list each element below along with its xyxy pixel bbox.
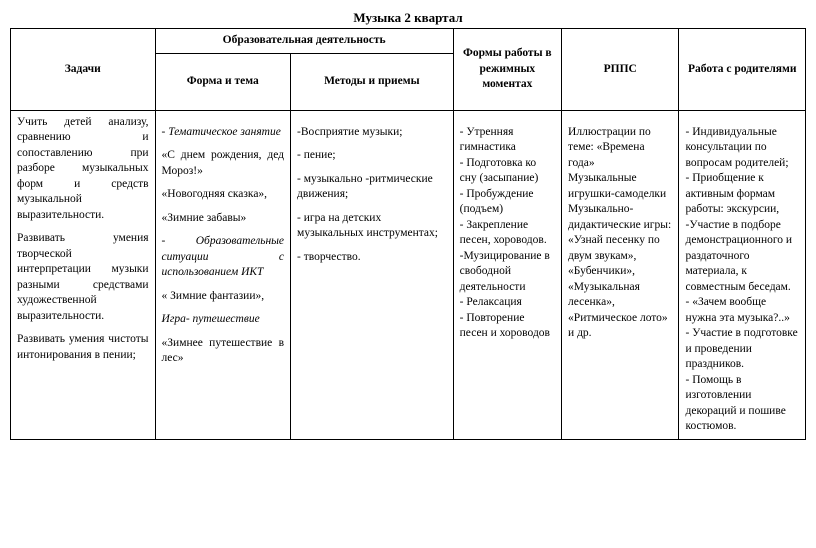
form-text-3: «Зимние забавы»	[162, 211, 285, 227]
header-parents: Работа с родителями	[679, 29, 806, 111]
tasks-p3: Развивать умения чистоты интонирования в…	[17, 332, 149, 363]
form-text-2: «Новогодняя сказка»,	[162, 187, 285, 203]
parents-text: - Индивидуальные консультации по вопроса…	[685, 125, 799, 435]
form-text-4: « Зимние фантазии»,	[162, 289, 285, 305]
regime-text: - Утренняя гимнастика - Подготовка ко сн…	[460, 125, 555, 342]
header-tasks: Задачи	[11, 29, 156, 111]
methods-l1: -Восприятие музыки;	[297, 125, 447, 141]
methods-l4: - игра на детских музыкальных инструмент…	[297, 211, 447, 242]
methods-l3: - музыкально -ритмические движения;	[297, 172, 447, 203]
tasks-p1: Учить детей анализу, сравнению и сопоста…	[17, 115, 149, 224]
header-regime: Формы работы в режимных моментах	[453, 29, 561, 111]
form-italic-3: Игра- путешествие	[162, 312, 285, 328]
curriculum-table: Задачи Образовательная деятельность Форм…	[10, 28, 806, 440]
content-row: Учить детей анализу, сравнению и сопоста…	[11, 110, 806, 439]
header-methods: Методы и приемы	[291, 53, 454, 110]
tasks-p2: Развивать умения творческой интерпретаци…	[17, 231, 149, 324]
page-title: Музыка 2 квартал	[10, 10, 806, 26]
cell-form-theme: - Тематическое занятие «С днем рождения,…	[155, 110, 291, 439]
form-italic-1: - Тематическое занятие	[162, 125, 285, 141]
cell-tasks: Учить детей анализу, сравнению и сопоста…	[11, 110, 156, 439]
cell-regime: - Утренняя гимнастика - Подготовка ко сн…	[453, 110, 561, 439]
form-italic-2: - Образовательные ситуации с использован…	[162, 234, 285, 281]
header-form-theme: Форма и тема	[155, 53, 291, 110]
rpps-text: Иллюстрации по теме: «Времена года» Музы…	[568, 125, 672, 342]
methods-l5: - творчество.	[297, 250, 447, 266]
cell-methods: -Восприятие музыки; - пение; - музыкальн…	[291, 110, 454, 439]
form-text-5: «Зимнее путешествие в лес»	[162, 336, 285, 367]
header-row-1: Задачи Образовательная деятельность Форм…	[11, 29, 806, 54]
cell-rpps: Иллюстрации по теме: «Времена года» Музы…	[562, 110, 679, 439]
header-rpps: РППС	[562, 29, 679, 111]
methods-l2: - пение;	[297, 148, 447, 164]
header-edu-activity: Образовательная деятельность	[155, 29, 453, 54]
cell-parents: - Индивидуальные консультации по вопроса…	[679, 110, 806, 439]
form-text-1: «С днем рождения, дед Мороз!»	[162, 148, 285, 179]
